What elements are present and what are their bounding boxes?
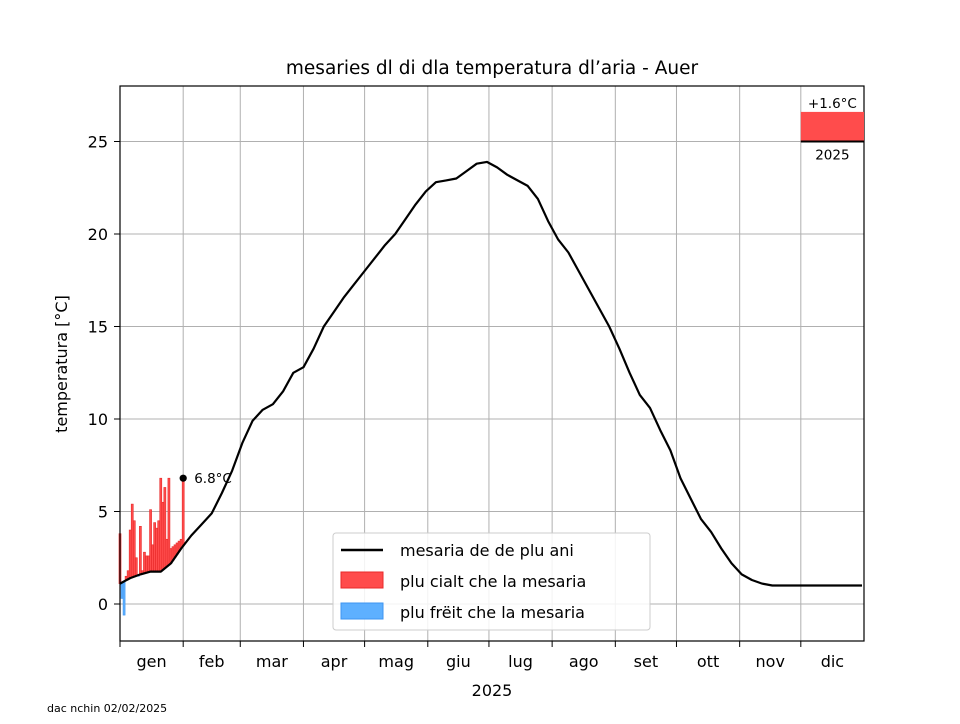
last-value-marker: 6.8°C xyxy=(179,471,232,487)
last-value-dot xyxy=(179,474,187,482)
warmer-bar xyxy=(159,477,163,572)
y-tick-label: 0 xyxy=(98,595,108,614)
year-anomaly-value: +1.6°C xyxy=(808,96,857,112)
y-tick-label: 20 xyxy=(88,225,108,244)
legend-swatch-colder xyxy=(340,602,384,620)
warmer-bar xyxy=(163,487,167,569)
axes-border xyxy=(119,85,865,642)
warmer-bar xyxy=(128,529,132,579)
y-tick-label: 25 xyxy=(88,133,108,152)
warmer-bar xyxy=(153,522,156,572)
warmer-bar xyxy=(143,551,146,574)
x-tick-label-mar: mar xyxy=(256,652,288,671)
x-tick-label-mag: mag xyxy=(378,652,414,671)
y-tick-label: 10 xyxy=(88,410,108,429)
warmer-bar xyxy=(147,555,150,573)
warmer-bar xyxy=(167,477,171,566)
mean-line xyxy=(119,160,862,587)
warmer-bar xyxy=(155,527,159,572)
axes-frame xyxy=(119,85,865,642)
x-tick-label-apr: apr xyxy=(321,652,348,671)
x-tick-label-dic: dic xyxy=(821,652,844,671)
warmer-bar xyxy=(139,525,142,575)
x-tick-label-feb: feb xyxy=(199,652,225,671)
warmer-bar xyxy=(130,503,134,578)
year-anomaly-box: +1.6°C 2025 xyxy=(800,96,864,164)
warmer-bar xyxy=(165,538,169,567)
chart-title: mesaries dl di dla temperatura dl’aria -… xyxy=(286,58,699,79)
y-tick-label: 15 xyxy=(88,318,108,337)
mean-line-group xyxy=(119,160,862,587)
colder-bar xyxy=(122,581,126,616)
warmer-bar xyxy=(157,520,161,572)
x-tick-label-lug: lug xyxy=(508,652,533,671)
x-tick-label-set: set xyxy=(634,652,658,671)
legend-label-colder: plu frëit che la mesaria xyxy=(400,603,585,622)
x-tick-label-ago: ago xyxy=(569,652,599,671)
legend-swatch-warmer xyxy=(340,571,384,589)
x-tick-label-gen: gen xyxy=(137,652,167,671)
warmer-bar xyxy=(151,544,154,572)
y-tick-label: 5 xyxy=(98,503,108,522)
x-tick-label-giu: giu xyxy=(446,652,471,671)
legend-box xyxy=(332,532,651,631)
year-anomaly-year: 2025 xyxy=(815,148,849,164)
x-tick-label-nov: nov xyxy=(756,652,785,671)
credit-note: dac nchin 02/02/2025 xyxy=(47,702,168,715)
warmer-bar xyxy=(134,557,138,577)
x-axis-label: 2025 xyxy=(472,681,513,700)
warmer-bar xyxy=(145,555,148,574)
anomaly-bars xyxy=(118,477,185,616)
warmer-bar xyxy=(149,509,152,572)
axis-ticks: gen feb mar apr mag giu lug ago set ott nov dic 0 5 10… xyxy=(88,133,844,672)
legend: mesaria de de plu ani plu cialt che la m… xyxy=(332,532,651,631)
y-axis-label: temperatura [°C] xyxy=(52,295,71,433)
year-anomaly-bar xyxy=(800,111,864,142)
grid xyxy=(120,86,864,641)
warmer-bar xyxy=(181,477,185,547)
legend-label-mean: mesaria de de plu ani xyxy=(400,541,574,560)
warmer-bar xyxy=(161,501,165,571)
x-tick-label-ott: ott xyxy=(697,652,719,671)
legend-label-warmer: plu cialt che la mesaria xyxy=(400,572,586,591)
colder-bar xyxy=(120,582,124,599)
last-value-label: 6.8°C xyxy=(194,471,232,487)
warmer-bar xyxy=(132,520,136,577)
